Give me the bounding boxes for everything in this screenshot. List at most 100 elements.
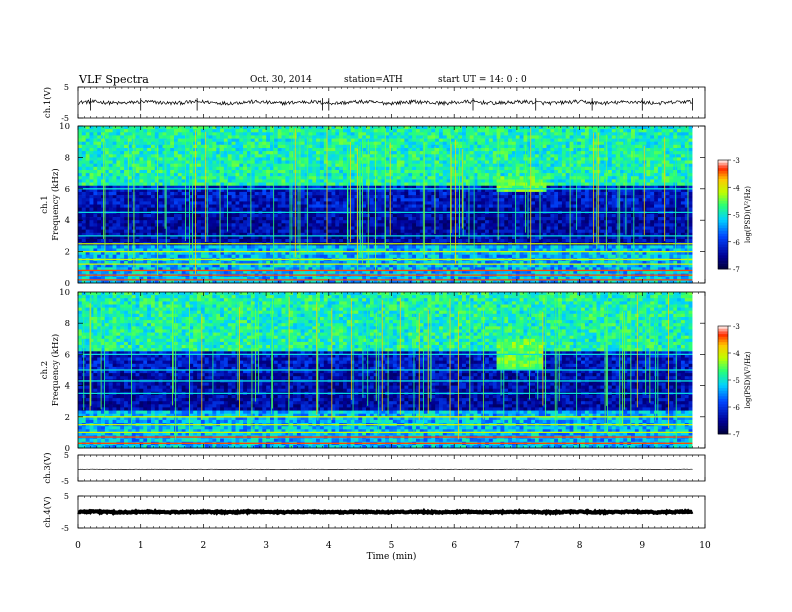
ch1-spectrogram-cell (381, 173, 386, 177)
ch1-spectrogram-cell (392, 141, 398, 146)
ch1-spectrogram-cell (116, 239, 121, 243)
ch1-spectrogram-cell (85, 151, 90, 155)
ch1-spectrogram-cell (327, 264, 332, 268)
ch1-spectrogram-cell (235, 213, 240, 218)
ch1-spectrogram-cell (289, 235, 294, 240)
ch1-spectrogram-cell (189, 185, 194, 190)
ch1-spectrogram-cell (89, 279, 94, 284)
ch1-spectrogram-cell (408, 226, 413, 230)
ch1-spectrogram-cell (439, 132, 444, 136)
ch1-spectrogram-cell (104, 248, 110, 252)
ch1-spectrogram-cell (335, 261, 340, 265)
ch1-spectrogram-cell (189, 138, 194, 143)
ch1-spectrogram-cell (431, 132, 436, 136)
ch1-spectrogram-cell (247, 204, 252, 208)
ch1-spectrogram-cell (339, 267, 344, 271)
ch1-spectrogram-cell (312, 154, 317, 158)
ch1-spectrogram-cell (435, 232, 440, 237)
ch1-spectrogram-cell (158, 129, 163, 133)
ch1-spectrogram-cell (170, 198, 175, 202)
ch1-spectrogram-cell (116, 198, 121, 202)
ch1-spectrogram-cell (377, 148, 382, 152)
ch1-spectrogram-cell (158, 223, 163, 227)
ch1-spectrogram-cell (262, 170, 267, 174)
ch1-spectrogram-cell (381, 264, 386, 268)
ch1-spectrogram-cell (120, 185, 125, 190)
ch1-spectrogram-cell (120, 204, 125, 208)
ch1-spectrogram-cell (396, 182, 401, 186)
ch1-spectrogram-cell (204, 226, 209, 230)
ch1-spectrogram-cell (262, 141, 267, 146)
ch1-spectrogram-cell (220, 235, 225, 240)
ch1-spectrogram-cell (396, 191, 401, 196)
ch1-spectrogram-cell (81, 148, 86, 152)
ch1-spectrogram-cell (239, 201, 244, 205)
ch1-spectrogram-cell (247, 267, 252, 271)
ch1-waveform-ylabel: ch.1(V) (42, 87, 53, 118)
ch1-spectrogram-cell (296, 239, 302, 243)
ch1-spectrogram-cell (108, 160, 113, 164)
ch1-spectrogram-cell (120, 138, 125, 143)
ch1-spectrogram-cell (162, 239, 167, 243)
ch1-spectrogram-cell (139, 170, 144, 174)
ch1-spectrogram-cell (166, 163, 171, 168)
ch1-spectrogram-cell (350, 185, 355, 190)
ch1-spectrogram-cell (189, 245, 194, 249)
ch1-spectrogram-cell (396, 239, 401, 243)
ch1-spectrogram-cell (220, 251, 225, 256)
ch1-spectrogram-cell (89, 270, 94, 274)
ch1-spectrogram-cell (104, 135, 110, 139)
ch1-spectrogram-cell (431, 204, 436, 208)
ch1-spectrogram-cell (104, 198, 110, 202)
ch1-spectrogram-cell (116, 129, 121, 133)
ch1-spectrogram-cell (93, 239, 98, 243)
ch1-spectrogram-cell (404, 141, 409, 146)
ch1-spectrogram-cell (139, 163, 144, 168)
ch1-spectrogram-cell (331, 144, 336, 149)
ch1-spectrogram-cell (404, 179, 409, 183)
ch1-spectrogram-cell (323, 201, 328, 205)
ch1-spectrogram-cell (158, 239, 163, 243)
ch1-spectrogram-cell (200, 182, 206, 186)
ch1-spectrogram-cell (419, 270, 424, 274)
ch1-spectrogram-cell (331, 138, 336, 143)
ch1-spectrogram-cell (381, 201, 386, 205)
ch1-spectrogram-cell (135, 220, 140, 224)
ch1-spectrogram-cell (174, 173, 179, 177)
ch1-spectrogram-cell (151, 251, 156, 256)
ch1-spectrogram-cell (296, 151, 302, 155)
ch1-spectrogram-cell (312, 148, 317, 152)
ch1-spectrogram-cell (216, 198, 221, 202)
ch1-spectrogram-cell (93, 138, 98, 143)
ch1-spectrogram-cell (223, 141, 229, 146)
ch1-spectrogram-cell (416, 173, 421, 177)
ch1-spectrogram-cell (431, 207, 436, 212)
ch1-spectrogram-cell (143, 220, 148, 224)
ch1-spectrogram-cell (189, 201, 194, 205)
ch1-spectrogram-cell (354, 179, 359, 183)
ch1-spectrogram-cell (270, 163, 275, 168)
ch1-spectrogram-cell (312, 170, 317, 174)
ch1-spectrogram-cell (135, 135, 140, 139)
ch1-spectrogram-cell (427, 157, 432, 161)
ch1-spectrogram-cell (116, 132, 121, 136)
ch1-spectrogram-cell (181, 195, 186, 199)
ch1-spectrogram-cell (127, 254, 133, 259)
ch1-spectrogram-cell (204, 267, 209, 271)
ch1-spectrogram-cell (220, 207, 225, 212)
ch1-spectrogram-cell (262, 226, 267, 230)
ch1-spectrogram-cell (151, 264, 156, 268)
ch1-spectrogram-cell (270, 132, 275, 136)
ch1-spectrogram-cell (381, 254, 386, 259)
ch1-spectrogram-cell (239, 144, 244, 149)
ch1-spectrogram-cell (254, 229, 259, 234)
ch1-spectrogram-cell (158, 276, 163, 281)
ch1-spectrogram-cell (243, 270, 248, 274)
ch1-spectrogram-cell (231, 148, 236, 152)
ch1-spectrogram-cell (127, 261, 133, 265)
ch1-spectrogram-cell (331, 267, 336, 271)
ch1-spectrogram-cell (331, 157, 336, 161)
ch1-spectrogram-cell (427, 251, 432, 256)
ch1-spectrogram-cell (369, 129, 375, 133)
ch1-spectrogram-cell (316, 135, 321, 139)
